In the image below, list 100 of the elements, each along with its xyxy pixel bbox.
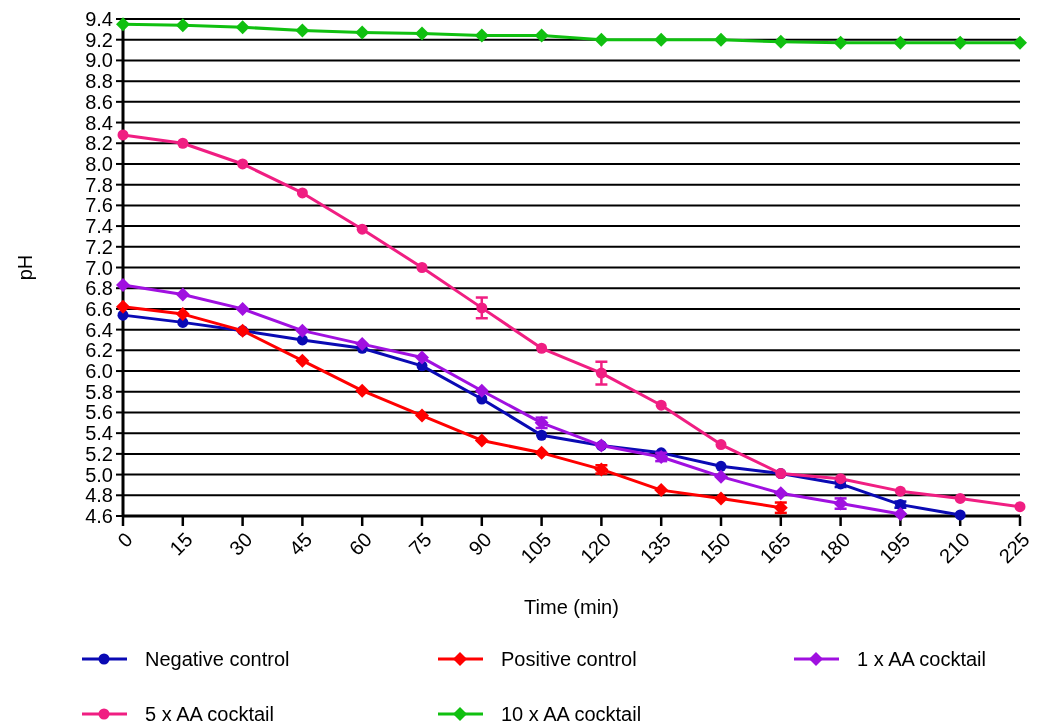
y-tick-label: 8.2	[85, 132, 113, 155]
x-tick-label: 60	[344, 528, 376, 560]
x-tick-label: 225	[994, 528, 1034, 568]
y-tick-label: 6.8	[85, 277, 113, 300]
point	[235, 301, 250, 316]
x-tick-label: 0	[113, 528, 137, 552]
y-tick-label: 9.0	[85, 49, 113, 72]
x-tick-label: 150	[695, 528, 735, 568]
x-tick-label: 165	[755, 528, 795, 568]
x-tick-label: 210	[934, 528, 974, 568]
y-tick-label: 6.6	[85, 297, 113, 320]
point	[474, 28, 489, 43]
legend-label: Positive control	[501, 648, 637, 670]
point	[534, 445, 549, 460]
y-tick-label: 7.8	[85, 173, 113, 196]
point	[116, 299, 130, 314]
y-tick-label: 9.4	[85, 8, 113, 30]
y-tick-label: 7.0	[85, 256, 113, 279]
point	[536, 342, 548, 354]
point	[954, 509, 966, 521]
x-axis-title: Time (min)	[524, 596, 619, 618]
point	[296, 187, 308, 199]
point	[415, 350, 429, 365]
point	[534, 28, 549, 43]
point	[893, 35, 908, 50]
point	[714, 469, 728, 484]
point	[175, 287, 190, 302]
point	[536, 429, 548, 441]
point	[714, 491, 728, 506]
point	[476, 302, 488, 314]
y-tick-label: 5.2	[85, 442, 113, 465]
point	[773, 486, 788, 501]
point	[116, 17, 130, 32]
point	[715, 460, 727, 472]
y-axis-title: pH	[14, 254, 36, 281]
point	[773, 34, 788, 49]
x-tick-label: 195	[875, 528, 915, 568]
y-tick-label: 7.4	[85, 215, 113, 238]
point	[416, 262, 428, 273]
point	[954, 492, 966, 504]
legend-label: 10 x AA cocktail	[501, 703, 642, 724]
point	[355, 383, 370, 398]
point	[655, 399, 667, 411]
x-tick-label: 180	[815, 528, 855, 568]
y-tick-label: 5.6	[85, 401, 113, 424]
point	[356, 223, 368, 235]
point	[595, 367, 607, 379]
point	[893, 506, 908, 521]
legend-label: 1 x AA cocktail	[857, 648, 986, 670]
y-tick-label: 5.0	[85, 463, 113, 486]
y-tick-label: 5.8	[85, 380, 113, 403]
point	[833, 35, 848, 50]
y-tick-label: 8.0	[85, 152, 113, 175]
point	[953, 35, 968, 50]
y-tick-label: 6.0	[85, 360, 113, 383]
y-tick-label: 6.4	[85, 318, 113, 341]
legend-label: Negative control	[145, 648, 290, 670]
point	[415, 408, 429, 423]
point	[894, 485, 906, 497]
y-tick-label: 5.4	[85, 422, 113, 445]
point	[1014, 501, 1026, 513]
x-tick-label: 105	[516, 528, 556, 568]
point	[835, 473, 847, 485]
point	[474, 383, 489, 398]
point	[355, 337, 370, 352]
y-tick-label: 9.2	[85, 28, 113, 51]
point	[175, 18, 190, 33]
point	[237, 158, 249, 170]
x-tick-label: 135	[635, 528, 675, 568]
y-tick-label: 7.2	[85, 235, 113, 258]
point	[235, 20, 250, 35]
point	[295, 23, 310, 38]
point	[355, 25, 370, 40]
x-tick-label: 45	[284, 528, 317, 560]
y-tick-label: 8.4	[85, 111, 113, 134]
point	[116, 278, 130, 293]
y-tick-label: 4.6	[85, 505, 113, 527]
point	[715, 439, 727, 451]
legend-label: 5 x AA cocktail	[145, 703, 274, 724]
x-tick-label: 30	[225, 528, 257, 560]
point	[295, 323, 310, 338]
y-tick-label: 4.8	[85, 484, 113, 507]
y-tick-label: 6.2	[85, 339, 113, 362]
point	[177, 137, 189, 149]
point	[654, 483, 669, 498]
x-tick-label: 15	[165, 528, 197, 560]
y-tick-label: 8.6	[85, 90, 113, 113]
x-tick-label: 120	[576, 528, 616, 568]
point	[474, 433, 489, 448]
y-tick-label: 7.6	[85, 194, 113, 217]
x-tick-label: 75	[404, 528, 436, 560]
point	[714, 32, 728, 47]
point	[295, 353, 310, 368]
point	[415, 26, 429, 41]
point	[594, 32, 609, 47]
x-tick-label: 90	[464, 528, 496, 560]
point	[117, 129, 129, 141]
point	[1013, 35, 1027, 50]
y-tick-label: 8.8	[85, 70, 113, 93]
point	[654, 32, 669, 47]
